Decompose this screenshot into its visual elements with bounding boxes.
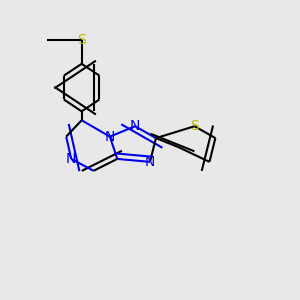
Text: N: N bbox=[105, 130, 115, 144]
Text: S: S bbox=[77, 33, 86, 47]
Text: N: N bbox=[130, 119, 140, 133]
Text: N: N bbox=[145, 155, 155, 169]
Text: N: N bbox=[66, 152, 76, 166]
Text: S: S bbox=[190, 119, 199, 133]
